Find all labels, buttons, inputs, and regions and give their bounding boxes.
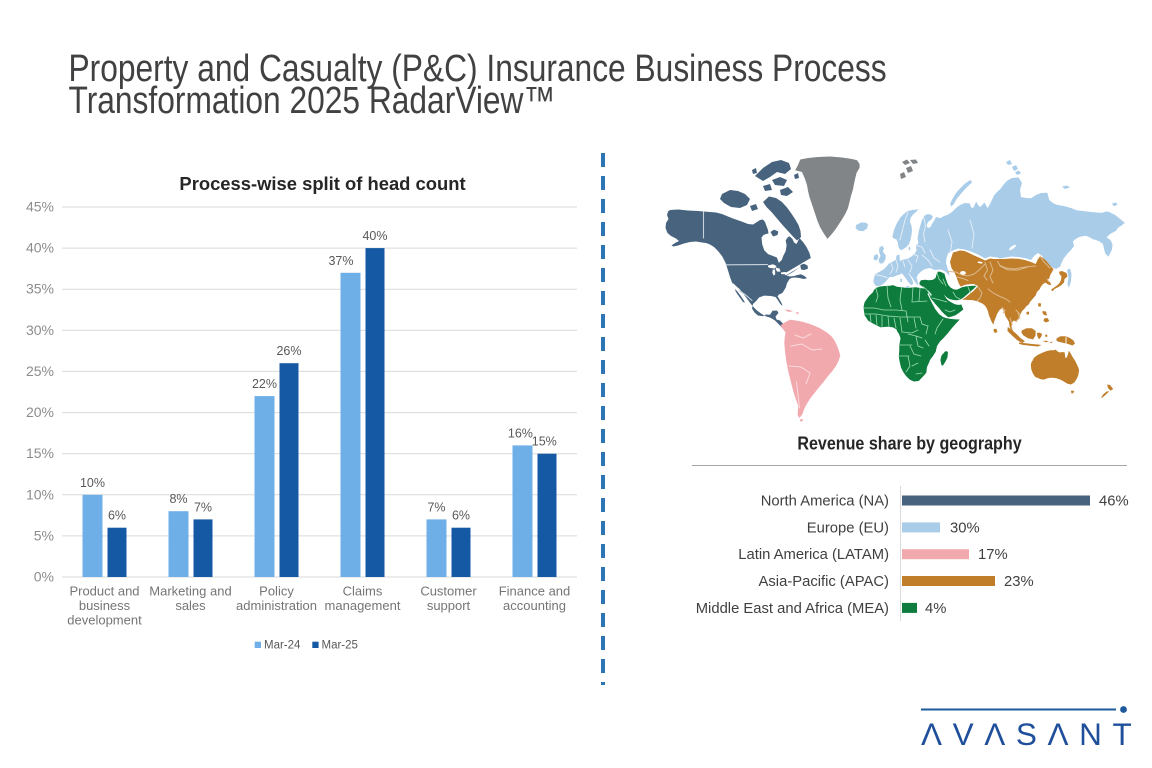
svg-text:Customer: Customer: [420, 584, 477, 599]
svg-text:Mar-25: Mar-25: [322, 639, 358, 651]
svg-text:0%: 0%: [34, 569, 54, 585]
svg-text:26%: 26%: [276, 344, 301, 358]
svg-text:administration: administration: [236, 598, 317, 613]
svg-text:40%: 40%: [26, 240, 54, 256]
svg-text:40%: 40%: [362, 229, 387, 243]
svg-text:22%: 22%: [252, 377, 277, 391]
svg-text:Policy: Policy: [259, 584, 294, 599]
svg-text:Mar-24: Mar-24: [264, 639, 301, 651]
svg-text:46%: 46%: [1099, 493, 1129, 509]
svg-text:6%: 6%: [452, 509, 470, 523]
svg-text:23%: 23%: [1004, 574, 1034, 590]
svg-text:37%: 37%: [328, 254, 353, 268]
svg-text:Europe (EU): Europe (EU): [807, 520, 889, 536]
svg-text:Transformation 2025 RadarView™: Transformation 2025 RadarView™: [69, 79, 556, 121]
svg-text:Revenue share by geography: Revenue share by geography: [797, 432, 1022, 453]
svg-text:management: management: [325, 598, 401, 613]
svg-text:Property and Casualty (P&C) In: Property and Casualty (P&C) Insurance Bu…: [69, 47, 887, 89]
svg-text:30%: 30%: [950, 520, 980, 536]
svg-text:6%: 6%: [108, 509, 126, 523]
svg-text:10%: 10%: [80, 476, 105, 490]
svg-text:Finance and: Finance and: [499, 584, 571, 599]
svg-text:45%: 45%: [26, 199, 54, 215]
svg-text:development: development: [67, 613, 142, 628]
svg-text:15%: 15%: [26, 445, 54, 461]
svg-text:30%: 30%: [26, 322, 54, 338]
svg-text:16%: 16%: [508, 426, 533, 440]
svg-text:accounting: accounting: [503, 598, 566, 613]
svg-text:7%: 7%: [194, 500, 212, 514]
svg-text:Marketing and: Marketing and: [149, 584, 231, 599]
svg-text:5%: 5%: [34, 527, 54, 543]
svg-text:Latin America (LATAM): Latin America (LATAM): [738, 547, 889, 563]
svg-text:Asia-Pacific (APAC): Asia-Pacific (APAC): [759, 574, 890, 590]
svg-text:7%: 7%: [427, 500, 445, 514]
svg-text:North America (NA): North America (NA): [761, 493, 889, 509]
svg-text:Claims: Claims: [343, 584, 383, 599]
svg-text:17%: 17%: [978, 547, 1008, 563]
svg-text:10%: 10%: [26, 486, 54, 502]
svg-text:business: business: [79, 598, 131, 613]
svg-text:Middle East and Africa (MEA): Middle East and Africa (MEA): [696, 601, 889, 617]
svg-text:sales: sales: [175, 598, 206, 613]
svg-text:8%: 8%: [169, 492, 187, 506]
svg-text:Product and: Product and: [69, 584, 139, 599]
svg-text:ΛVΛSΛNT: ΛVΛSΛNT: [921, 716, 1142, 752]
svg-text:25%: 25%: [26, 363, 54, 379]
svg-text:15%: 15%: [532, 435, 557, 449]
svg-text:support: support: [427, 598, 471, 613]
svg-text:4%: 4%: [925, 601, 946, 617]
svg-text:35%: 35%: [26, 281, 54, 297]
svg-text:20%: 20%: [26, 404, 54, 420]
svg-text:Process-wise split of head cou: Process-wise split of head count: [179, 173, 465, 194]
